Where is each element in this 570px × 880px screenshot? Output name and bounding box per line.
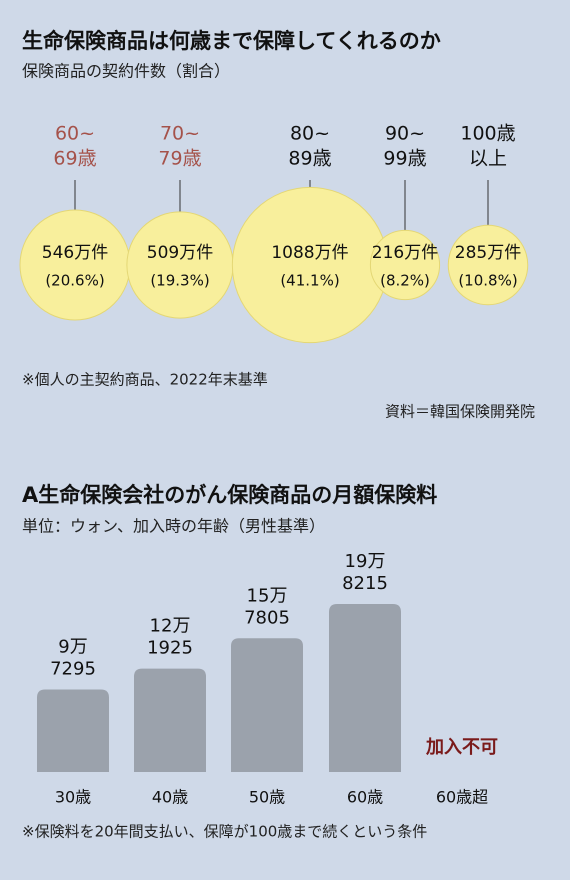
x-tick-label: 50歳 — [249, 788, 285, 807]
value-label: 7805 — [244, 607, 290, 628]
value-label: 216万件 — [372, 243, 438, 263]
category-label: 以上 — [469, 148, 507, 170]
category-label: 80~ — [290, 123, 330, 145]
category-label: 99歳 — [383, 148, 426, 170]
bubble — [19, 209, 131, 321]
annotation: 加入不可 — [425, 737, 498, 758]
value-label: 285万件 — [455, 243, 521, 263]
value-label: 7295 — [50, 659, 96, 680]
chart-subtitle: 保険商品の契約件数（割合） — [22, 62, 230, 81]
bubble — [126, 211, 234, 319]
x-tick-label: 30歳 — [55, 788, 91, 807]
bar — [134, 668, 206, 772]
x-tick-label: 60歳 — [347, 788, 383, 807]
share-label: (19.3%) — [150, 272, 209, 290]
category-label: 79歳 — [158, 148, 201, 170]
value-label: 8215 — [342, 573, 388, 594]
bar — [329, 604, 401, 772]
bubble — [447, 224, 529, 306]
x-tick-label: 40歳 — [152, 788, 188, 807]
category-label: 60~ — [55, 123, 95, 145]
share-label: (8.2%) — [380, 272, 430, 290]
value-label: 9万 — [58, 637, 87, 658]
category-label: 69歳 — [53, 148, 96, 170]
share-label: (20.6%) — [45, 272, 104, 290]
bar — [37, 689, 109, 772]
value-label: 509万件 — [147, 243, 213, 263]
category-label: 90~ — [385, 123, 425, 145]
value-label: 15万 — [247, 585, 288, 606]
value-label: 1088万件 — [271, 243, 348, 263]
share-label: (10.8%) — [458, 272, 517, 290]
value-label: 546万件 — [42, 243, 108, 263]
chart-subtitle: 単位：ウォン、加入時の年齢（男性基準） — [22, 517, 325, 536]
category-label: 89歳 — [288, 148, 331, 170]
bubble — [369, 229, 441, 301]
share-label: (41.1%) — [280, 272, 339, 290]
bar — [231, 638, 303, 772]
value-label: 1925 — [147, 638, 193, 659]
source: 資料＝韓国保険開発院 — [385, 403, 535, 421]
x-tick-label: 60歳超 — [436, 788, 488, 807]
chart-title: 生命保険商品は何歳まで保障してくれるのか — [22, 29, 441, 53]
bubble — [231, 186, 389, 344]
category-label: 70~ — [160, 123, 200, 145]
category-label: 100歳 — [460, 123, 515, 145]
value-label: 19万 — [345, 551, 386, 572]
chart-title: A生命保険会社のがん保険商品の月額保険料 — [22, 483, 437, 507]
note: ※保険料を20年間支払い、保障が100歳まで続くという条件 — [22, 823, 427, 841]
note: ※個人の主契約商品、2022年末基準 — [22, 371, 268, 389]
value-label: 12万 — [150, 616, 191, 637]
